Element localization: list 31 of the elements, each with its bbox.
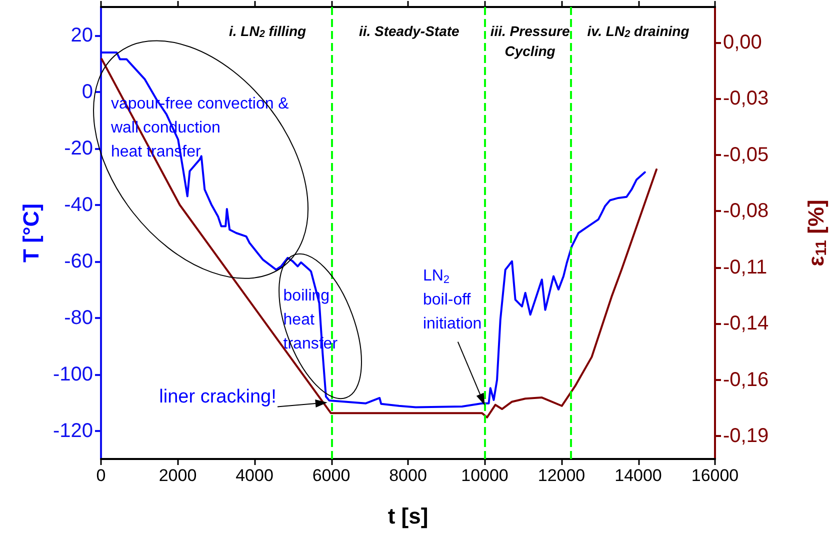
- y-tick-label: -40: [64, 194, 93, 216]
- y2-tick-label: -0,14: [723, 312, 769, 335]
- x-tick-label: 8000: [389, 466, 427, 485]
- y2-tick-label: -0,05: [723, 144, 769, 166]
- y2-tick-label: -0,19: [723, 425, 769, 448]
- x-tick-label: 10000: [461, 466, 508, 485]
- x-tick-label: 16000: [691, 466, 739, 485]
- y2-axis-title: ε11 [%]: [804, 200, 830, 266]
- x-tick-label: 2000: [158, 466, 197, 485]
- y-tick-label: -120: [52, 420, 93, 442]
- x-tick-label: 14000: [614, 466, 662, 485]
- y-tick-label: -80: [64, 306, 93, 329]
- annotation: iii. Pressure Cycling: [490, 23, 570, 60]
- x-tick-label: 12000: [538, 466, 586, 485]
- y-tick-label: -20: [64, 137, 93, 160]
- annotation: liner cracking!: [159, 386, 276, 408]
- annotation: ii. Steady-State: [358, 23, 460, 40]
- y-tick-label: 0: [82, 80, 93, 103]
- y2-tick-label: -0,08: [723, 200, 769, 222]
- x-axis-title: t [s]: [388, 504, 428, 528]
- y2-tick-label: -0,11: [723, 256, 768, 278]
- x-tick-label: 6000: [312, 466, 350, 485]
- y-axis-title: T [°C]: [18, 204, 44, 262]
- x-tick-label: 4000: [236, 466, 274, 485]
- y2-tick-label: -0,16: [723, 368, 769, 391]
- y2-tick-label: 0,00: [723, 31, 762, 54]
- y-tick-label: 20: [70, 24, 93, 46]
- y-tick-label: -60: [64, 250, 93, 272]
- x-tick-label: 0: [96, 466, 106, 485]
- y2-tick-label: -0,03: [723, 88, 769, 110]
- y-tick-label: -100: [52, 363, 93, 386]
